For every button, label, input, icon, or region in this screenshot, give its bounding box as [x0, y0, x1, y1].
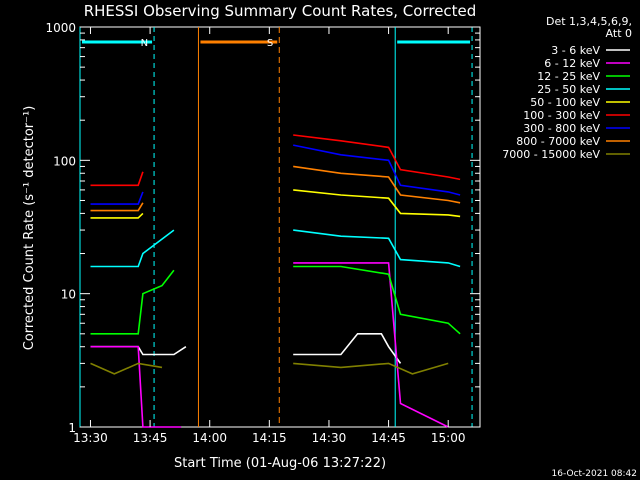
- saa-marker-label: S: [267, 38, 273, 49]
- x-tick-label: 14:30: [312, 431, 347, 445]
- legend-label: 100 - 300 keV: [523, 109, 600, 122]
- legend-header: Det 1,3,4,5,6,9,: [546, 15, 632, 28]
- series-line-3-6-kev: [293, 332, 402, 364]
- x-axis-label: Start Time (01-Aug-06 13:27:22): [174, 456, 386, 471]
- series-line-300-800-kev: [90, 191, 144, 205]
- x-tick-label: 14:15: [252, 431, 287, 445]
- data-series: [90, 134, 461, 428]
- x-tick-label: 13:30: [73, 431, 108, 445]
- legend-label: 6 - 12 keV: [544, 57, 600, 70]
- legend-header: Att 0: [606, 27, 632, 40]
- x-tick-label: 15:00: [431, 431, 466, 445]
- y-tick-label: 10: [61, 288, 76, 302]
- y-tick-label: 1: [68, 421, 76, 435]
- x-tick-label: 14:45: [371, 431, 406, 445]
- series-line-800-7000-kev: [293, 165, 461, 204]
- series-line-7000-15000-kev: [90, 362, 163, 375]
- series-line-100-300-kev: [293, 134, 461, 181]
- legend-label: 300 - 800 keV: [523, 122, 600, 135]
- y-tick-label: 100: [53, 154, 76, 168]
- series-line-300-800-kev: [293, 144, 461, 196]
- series-line-12-25-kev: [90, 269, 175, 335]
- series-line-100-300-kev: [90, 171, 144, 187]
- chart-title: RHESSI Observing Summary Count Rates, Co…: [84, 2, 477, 20]
- series-line-50-100-kev: [293, 189, 461, 218]
- axis-ticks: 13:30 13:45 14:00 14:15 14:30 14:45 15:00 1 10 10…: [45, 21, 480, 445]
- series-line-7000-15000-kev: [293, 362, 449, 375]
- legend-label: 3 - 6 keV: [551, 44, 600, 57]
- series-line-6-12-kev: [90, 345, 182, 428]
- legend-label: 7000 - 15000 keV: [502, 148, 600, 161]
- series-line-800-7000-kev: [90, 202, 144, 212]
- y-tick-label: 1000: [45, 21, 76, 35]
- series-line-12-25-kev: [293, 265, 461, 335]
- y-axis-label: Corrected Count Rate (s⁻¹ detector⁻¹): [22, 106, 37, 351]
- legend-label: 800 - 7000 keV: [516, 135, 600, 148]
- x-tick-label: 14:00: [192, 431, 227, 445]
- series-line-25-50-kev: [293, 229, 461, 268]
- legend-label: 12 - 25 keV: [537, 70, 600, 83]
- series-line-50-100-kev: [90, 212, 144, 219]
- x-tick-label: 13:45: [133, 431, 168, 445]
- footer-stamp: 16-Oct-2021 08:42: [552, 469, 637, 479]
- series-line-6-12-kev: [293, 262, 449, 428]
- legend-label: 25 - 50 keV: [537, 83, 600, 96]
- series-line-25-50-kev: [90, 229, 175, 268]
- legend-label: 50 - 100 keV: [530, 96, 600, 109]
- night-marker-label: N: [141, 38, 148, 49]
